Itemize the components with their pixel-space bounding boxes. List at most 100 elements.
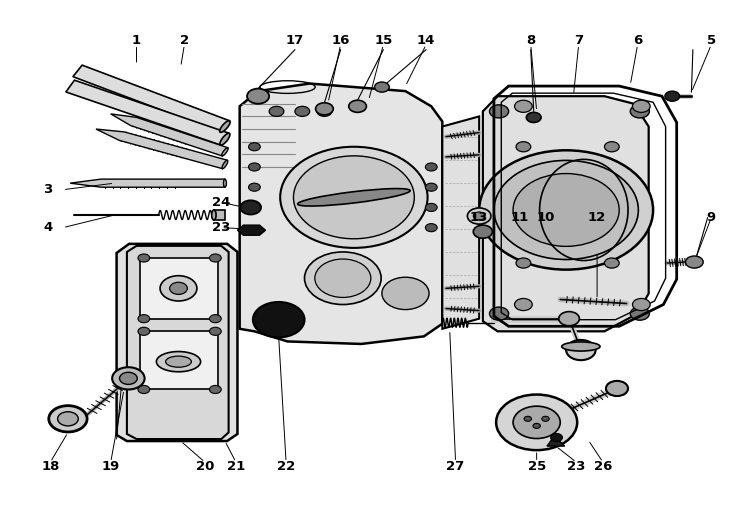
Text: 10: 10 <box>536 211 555 224</box>
Text: 2: 2 <box>180 34 189 47</box>
Ellipse shape <box>298 188 410 206</box>
Polygon shape <box>73 65 229 132</box>
Circle shape <box>138 315 150 322</box>
Circle shape <box>382 277 429 310</box>
Text: 26: 26 <box>594 460 612 473</box>
Circle shape <box>210 254 221 262</box>
Text: 3: 3 <box>44 183 53 196</box>
Ellipse shape <box>223 179 226 187</box>
Text: 22: 22 <box>277 460 296 473</box>
Circle shape <box>559 312 579 326</box>
Circle shape <box>295 106 310 117</box>
Text: 7: 7 <box>574 34 584 47</box>
Circle shape <box>269 106 284 117</box>
Circle shape <box>316 103 333 115</box>
Text: 6: 6 <box>633 34 642 47</box>
Circle shape <box>468 208 491 224</box>
Circle shape <box>138 385 150 394</box>
Text: 8: 8 <box>526 34 535 47</box>
Circle shape <box>473 225 493 238</box>
Ellipse shape <box>165 356 192 367</box>
Circle shape <box>630 307 650 320</box>
Circle shape <box>170 282 187 295</box>
Polygon shape <box>547 436 565 446</box>
Circle shape <box>374 82 390 92</box>
Circle shape <box>138 327 150 335</box>
Circle shape <box>112 367 144 390</box>
Text: 19: 19 <box>102 460 120 473</box>
Polygon shape <box>140 331 217 390</box>
Circle shape <box>426 223 437 232</box>
Text: 21: 21 <box>227 460 245 473</box>
Text: 23: 23 <box>567 460 586 473</box>
Text: 1: 1 <box>132 34 141 47</box>
Polygon shape <box>483 96 649 331</box>
Polygon shape <box>66 80 229 145</box>
Circle shape <box>317 106 332 117</box>
Polygon shape <box>127 246 229 439</box>
Text: 15: 15 <box>374 34 393 47</box>
Circle shape <box>248 203 260 212</box>
Ellipse shape <box>211 210 216 220</box>
Polygon shape <box>442 117 479 329</box>
Circle shape <box>241 200 261 215</box>
Circle shape <box>426 163 437 171</box>
Text: 11: 11 <box>511 211 529 224</box>
Circle shape <box>496 395 578 450</box>
Circle shape <box>605 142 619 152</box>
Circle shape <box>514 298 532 311</box>
Ellipse shape <box>222 148 228 156</box>
Circle shape <box>490 105 508 118</box>
Circle shape <box>513 406 560 439</box>
Circle shape <box>160 276 197 301</box>
Circle shape <box>630 105 650 118</box>
Circle shape <box>293 156 414 239</box>
Circle shape <box>58 412 78 426</box>
Text: 23: 23 <box>212 221 230 234</box>
Circle shape <box>550 433 562 442</box>
Circle shape <box>426 183 437 191</box>
Circle shape <box>426 203 437 212</box>
Text: 20: 20 <box>196 460 214 473</box>
Text: 13: 13 <box>470 211 488 224</box>
Circle shape <box>248 143 260 151</box>
Circle shape <box>210 315 221 322</box>
Text: 9: 9 <box>707 211 716 224</box>
Text: 27: 27 <box>447 460 465 473</box>
Circle shape <box>541 416 549 422</box>
Circle shape <box>210 327 221 335</box>
Ellipse shape <box>220 133 230 145</box>
Circle shape <box>280 147 428 248</box>
Polygon shape <box>111 114 228 156</box>
Circle shape <box>665 91 680 101</box>
Circle shape <box>305 252 381 304</box>
Polygon shape <box>214 210 225 220</box>
Circle shape <box>513 173 619 246</box>
Circle shape <box>516 258 531 268</box>
Text: 4: 4 <box>44 221 53 234</box>
Circle shape <box>686 256 703 268</box>
Circle shape <box>514 100 532 112</box>
Circle shape <box>632 298 650 311</box>
Polygon shape <box>70 179 225 187</box>
Polygon shape <box>117 244 238 441</box>
Circle shape <box>605 258 619 268</box>
Circle shape <box>120 372 137 384</box>
Circle shape <box>349 100 366 112</box>
Circle shape <box>315 259 371 297</box>
Circle shape <box>473 212 485 220</box>
Text: 25: 25 <box>528 460 546 473</box>
Circle shape <box>533 423 541 428</box>
Ellipse shape <box>156 351 201 372</box>
Circle shape <box>494 160 638 260</box>
Circle shape <box>516 142 531 152</box>
Polygon shape <box>140 258 217 319</box>
Ellipse shape <box>222 160 228 169</box>
Circle shape <box>566 340 596 360</box>
Ellipse shape <box>220 121 230 133</box>
Circle shape <box>479 150 653 270</box>
Polygon shape <box>238 225 265 235</box>
Circle shape <box>210 385 221 394</box>
Circle shape <box>632 100 650 112</box>
Text: 5: 5 <box>707 34 716 47</box>
